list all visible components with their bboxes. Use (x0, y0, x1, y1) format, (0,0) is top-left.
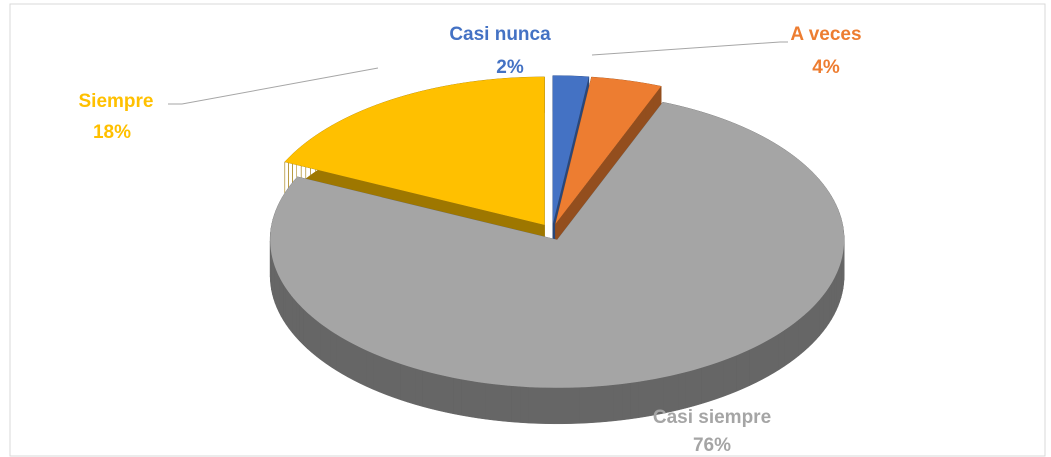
slice (270, 102, 845, 388)
category-label: A veces (790, 24, 861, 45)
data-labels: Casi nunca 2% A veces 4% Casi siempre 76% Siem… (79, 24, 862, 456)
leader-line (168, 67, 379, 105)
category-label: Casi siempre (653, 407, 771, 428)
slice (555, 77, 662, 224)
value-label: 76% (693, 435, 731, 456)
leader-line (591, 41, 788, 56)
slice (284, 76, 545, 225)
pie (269, 75, 845, 425)
value-label: 2% (496, 57, 524, 78)
category-label: Casi nunca (449, 24, 551, 45)
slice (552, 75, 589, 224)
value-label: 4% (812, 57, 840, 78)
value-label: 18% (93, 122, 131, 143)
category-label: Siempre (79, 91, 154, 112)
